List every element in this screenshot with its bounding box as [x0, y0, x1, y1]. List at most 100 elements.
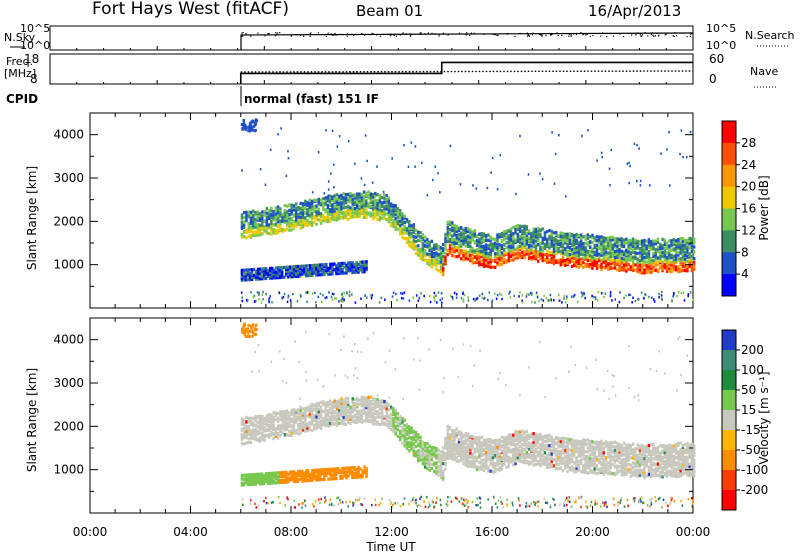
scatter-cell: [500, 455, 504, 460]
scatter-cell: [503, 436, 506, 440]
scatter-cell: [295, 265, 298, 269]
scatter-cell: [496, 459, 499, 463]
scatter-cell: [451, 250, 454, 254]
scatter-cell: [489, 451, 492, 455]
scatter-cell: [288, 414, 291, 419]
scatter-cell: [444, 436, 447, 441]
scatter-cell: [317, 214, 321, 218]
scatter-cell: [319, 214, 323, 218]
scatter-cell: [564, 461, 567, 465]
scatter-cell: [283, 214, 287, 219]
nsky-sample: [606, 35, 608, 38]
scatter-cell: [555, 241, 558, 245]
scatter-cell: [249, 420, 253, 424]
nsky-sample: [519, 32, 521, 35]
scatter-cell: [484, 446, 488, 451]
scatter-cell: [494, 438, 497, 443]
scatter-cell: [453, 240, 456, 244]
scatter-cell: [505, 245, 508, 250]
scatter-cell: [536, 441, 540, 445]
scatter-cell: [652, 298, 655, 301]
scatter-cell: [290, 431, 293, 435]
scatter-cell: [299, 422, 302, 426]
scatter-cell: [328, 415, 332, 419]
scatter-cell: [339, 269, 342, 273]
scatter-cell: [478, 252, 481, 256]
scatter-cell: [532, 227, 535, 231]
scatter-cell: [541, 249, 544, 253]
scatter-cell: [521, 438, 524, 442]
scatter-cell: [478, 455, 481, 460]
scatter-cell: [536, 450, 540, 454]
scatter-cell: [288, 275, 292, 279]
scatter-cell: [329, 272, 332, 276]
scatter-cell: [419, 253, 422, 258]
scatter-cell: [396, 416, 400, 420]
scatter-cell: [426, 244, 429, 248]
scatter-cell: [597, 290, 600, 294]
scatter-cell: [442, 471, 445, 476]
scatter-cell: [532, 251, 535, 255]
scatter-cell: [571, 295, 573, 298]
scatter-cell: [410, 244, 413, 248]
scatter-cell: [496, 262, 499, 267]
scatter-cell: [455, 459, 458, 463]
scatter-cell: [351, 197, 354, 201]
scatter-cell: [252, 295, 255, 299]
scatter-cell: [274, 427, 278, 431]
nsky-sample: [664, 34, 666, 36]
scatter-cell: [570, 233, 574, 237]
scatter-cell: [380, 296, 383, 300]
scatter-cell: [365, 215, 368, 219]
scatter-cell: [464, 226, 468, 231]
scatter-cell: [267, 216, 271, 221]
scatter-cell: [613, 257, 617, 262]
scatter-cell: [340, 195, 343, 199]
scatter-cell: [543, 434, 547, 438]
scatter-cell: [496, 252, 499, 256]
scatter-cell: [593, 457, 596, 462]
scatter-cell: [297, 428, 300, 432]
scatter-cell: [258, 273, 262, 277]
scatter-cell: [423, 254, 427, 258]
scatter-cell: [256, 273, 260, 277]
nsky-sample: [573, 33, 575, 35]
scatter-cell: [505, 241, 508, 245]
scatter-cell: [559, 234, 562, 238]
scatter-cell: [566, 437, 569, 441]
scatter-cell: [414, 165, 416, 168]
scatter-cell: [498, 245, 501, 250]
scatter-cell: [247, 424, 250, 429]
scatter-cell: [484, 444, 488, 448]
scatter-cell: [487, 244, 490, 248]
scatter-cell: [487, 451, 490, 455]
scatter-cell: [362, 406, 366, 410]
scatter-cell: [496, 453, 499, 457]
scatter-cell: [292, 204, 296, 208]
scatter-cell: [349, 265, 352, 269]
scatter-cell: [435, 465, 438, 470]
scatter-cell: [679, 259, 682, 263]
nsky-sample: [550, 34, 552, 36]
scatter-cell: [362, 199, 366, 203]
scatter-cell: [283, 432, 287, 437]
scatter-cell: [426, 442, 429, 446]
scatter-cell: [315, 265, 318, 269]
scatter-cell: [426, 449, 429, 453]
scatter-cell: [471, 446, 474, 450]
scatter-cell: [299, 226, 302, 230]
scatter-cell: [362, 194, 366, 198]
scatter-cell: [555, 451, 558, 455]
scatter-cell: [309, 269, 312, 274]
scatter-cell: [672, 242, 676, 247]
scatter-cell: [383, 415, 386, 419]
scatter-cell: [410, 224, 413, 228]
scatter-cell: [274, 222, 278, 226]
scatter-cell: [507, 464, 510, 469]
scatter-cell: [304, 210, 307, 215]
scatter-cell: [291, 271, 294, 275]
scatter-cell: [629, 267, 633, 271]
scatter-cell: [591, 260, 594, 264]
scatter-cell: [519, 291, 521, 294]
